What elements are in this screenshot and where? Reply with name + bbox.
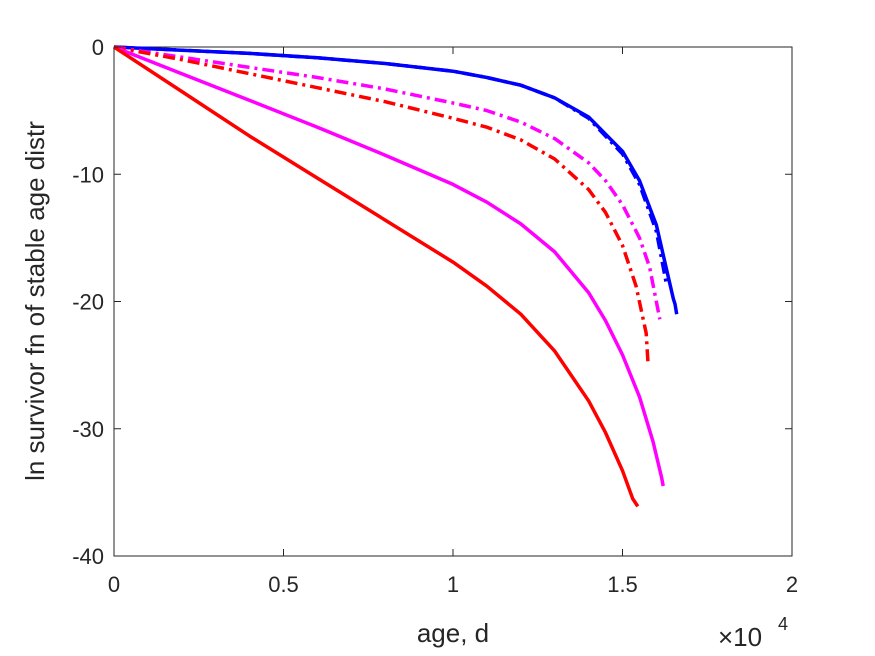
x-tick-label: 1.5 xyxy=(607,572,638,597)
plot-area xyxy=(113,46,793,557)
x-axis-label: age, d xyxy=(417,618,489,648)
series-line-5 xyxy=(113,45,665,487)
x-axis-exponent: ×10 4 xyxy=(718,614,788,652)
series-line-6 xyxy=(113,45,640,508)
x-tick-label: 1 xyxy=(447,572,459,597)
x-tick-label: 0.5 xyxy=(268,572,299,597)
y-axis-label: ln survivor fn of stable age distr xyxy=(20,121,50,481)
x-axis-exponent-base: ×10 xyxy=(718,622,762,652)
y-axis-ticks: 0 -10 -20 -30 -40 xyxy=(72,35,792,569)
series-line-4 xyxy=(113,45,650,362)
y-tick-label: 0 xyxy=(92,35,104,60)
y-tick-label: -30 xyxy=(72,417,104,442)
x-tick-label: 0 xyxy=(108,572,120,597)
y-tick-label: -20 xyxy=(72,290,104,315)
x-tick-label: 2 xyxy=(786,572,798,597)
series-line-3 xyxy=(113,45,662,320)
y-tick-label: -40 xyxy=(72,544,104,569)
plot-frame xyxy=(113,46,793,557)
x-axis-exponent-power: 4 xyxy=(778,614,788,634)
y-tick-label: -10 xyxy=(72,162,104,187)
x-axis-ticks: 0 0.5 1 1.5 2 xyxy=(108,47,798,597)
series-group xyxy=(113,45,679,508)
